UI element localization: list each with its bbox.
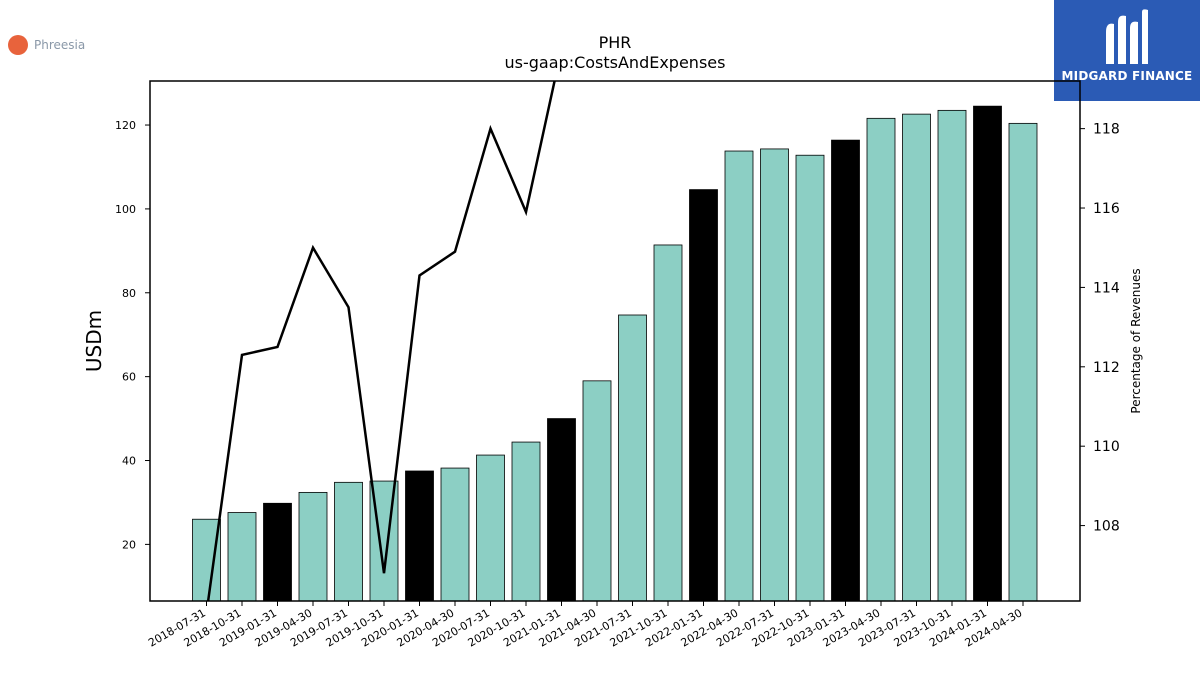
bar: [547, 418, 576, 602]
y-tick-label: 100: [115, 203, 136, 216]
bar: [227, 512, 257, 602]
bar: [618, 314, 647, 602]
y2-tick-label: 116: [1093, 201, 1120, 217]
bar: [582, 380, 612, 602]
bar: [334, 481, 363, 602]
bar: [298, 491, 328, 602]
plot-frame: [149, 80, 1081, 602]
bar: [511, 441, 541, 602]
bar: [440, 467, 470, 602]
bar: [973, 105, 1002, 602]
company-logo: Phreesia: [8, 35, 85, 55]
brand-logo: MIDGARD FINANCE: [1054, 0, 1200, 101]
bar: [795, 154, 825, 602]
bar: [263, 502, 292, 602]
company-logo-dot: [8, 35, 28, 55]
percentage-line: [206, 81, 556, 601]
bar: [689, 189, 718, 602]
chart-title: PHR: [599, 33, 632, 52]
bar: [653, 244, 683, 602]
y-tick-label: 80: [122, 287, 136, 300]
brand-name: MIDGARD FINANCE: [1061, 69, 1193, 83]
y2-tick-label: 108: [1093, 519, 1120, 535]
y2-tick-label: 112: [1093, 360, 1120, 376]
bar: [902, 113, 931, 602]
bar: [831, 139, 860, 602]
y-axis-label: USDm: [82, 310, 106, 372]
chart-subtitle: us-gaap:CostsAndExpenses: [505, 53, 726, 72]
y-tick-label: 20: [122, 538, 136, 551]
brand-mark-icon: [1106, 9, 1148, 65]
y2-tick-label: 110: [1093, 439, 1120, 455]
bar: [937, 109, 967, 602]
bar: [724, 150, 754, 602]
y2-tick-label: 118: [1093, 122, 1120, 138]
company-name: Phreesia: [34, 38, 86, 52]
y2-tick-label: 114: [1093, 280, 1120, 296]
y-tick-label: 120: [115, 119, 136, 132]
y2-axis-label: Percentage of Revenues: [1129, 268, 1143, 413]
plot-area: 204060801001201081101121141161182018-07-…: [115, 80, 1120, 650]
bar: [760, 148, 789, 602]
bar: [1008, 122, 1038, 602]
bar: [866, 117, 896, 602]
bar: [476, 454, 505, 602]
bar: [405, 470, 434, 602]
bar: [192, 518, 221, 602]
y-tick-label: 60: [122, 371, 136, 384]
y-tick-label: 40: [122, 455, 136, 468]
